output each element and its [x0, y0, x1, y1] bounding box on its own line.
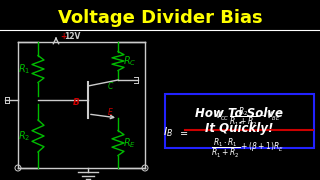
Text: $R_2$: $R_2$: [18, 129, 30, 143]
Text: +: +: [60, 31, 66, 40]
Text: E: E: [108, 107, 112, 116]
Text: $=$: $=$: [178, 127, 189, 137]
Text: How To Solve
It Quickly!: How To Solve It Quickly!: [195, 107, 283, 135]
Text: $R_E$: $R_E$: [124, 136, 137, 150]
Text: B: B: [73, 98, 79, 107]
Text: $\dfrac{R_1 \cdot R_1}{R_1+R_2} + (\beta+1)R_E$: $\dfrac{R_1 \cdot R_1}{R_1+R_2} + (\beta…: [212, 136, 284, 160]
Text: Voltage Divider Bias: Voltage Divider Bias: [58, 9, 262, 27]
Text: C: C: [107, 82, 113, 91]
Text: $R_C$: $R_C$: [123, 54, 137, 68]
Text: 12V: 12V: [64, 31, 80, 40]
Text: $V_{CC}\,\dfrac{R_2}{R_1+R_2} - V_{BE}$: $V_{CC}\,\dfrac{R_2}{R_1+R_2} - V_{BE}$: [215, 105, 281, 129]
Text: $I_B$: $I_B$: [163, 125, 173, 139]
Bar: [165, 94, 314, 148]
Text: $R_1$: $R_1$: [18, 62, 30, 76]
